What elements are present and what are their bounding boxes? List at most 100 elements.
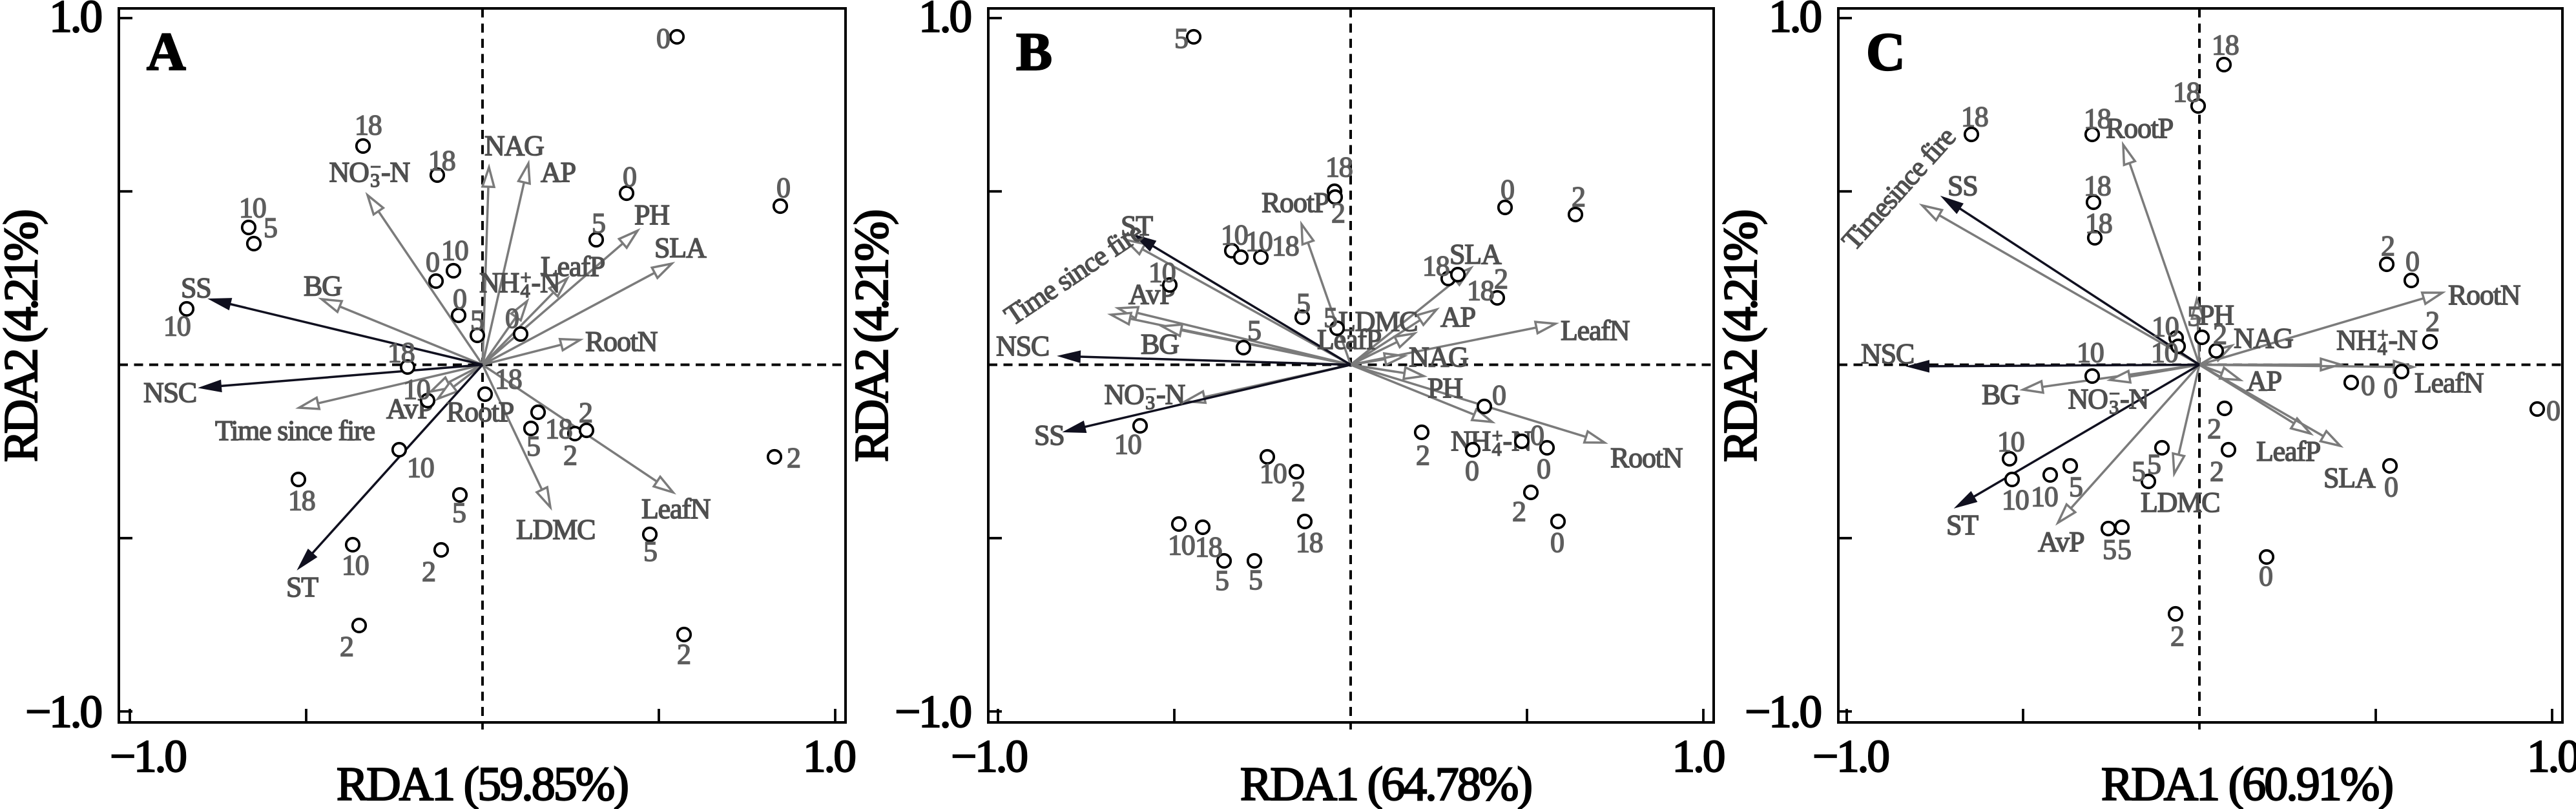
svg-text:5: 5 xyxy=(2117,534,2131,565)
svg-text:0: 0 xyxy=(2384,471,2398,503)
svg-text:18: 18 xyxy=(288,485,315,516)
svg-text:10: 10 xyxy=(2152,311,2179,342)
svg-text:18: 18 xyxy=(2212,29,2239,61)
svg-text:18: 18 xyxy=(545,413,572,445)
svg-text:PH: PH xyxy=(634,199,669,231)
svg-text:NH4+-N: NH4+-N xyxy=(2336,324,2417,359)
svg-text:AvP: AvP xyxy=(2038,526,2084,558)
svg-text:SLA: SLA xyxy=(654,232,707,264)
svg-text:RootN: RootN xyxy=(585,326,658,357)
svg-text:18: 18 xyxy=(1272,230,1299,262)
svg-text:A: A xyxy=(147,22,186,82)
svg-text:1.0: 1.0 xyxy=(2527,731,2576,782)
svg-text:−1.0: −1.0 xyxy=(1813,731,1888,782)
svg-text:10: 10 xyxy=(163,310,191,342)
svg-text:NO3−-N: NO3−-N xyxy=(2068,383,2149,418)
svg-text:2: 2 xyxy=(579,397,592,428)
svg-text:LDMC: LDMC xyxy=(516,514,595,545)
svg-text:1.0: 1.0 xyxy=(803,731,855,782)
svg-text:1.0: 1.0 xyxy=(49,0,101,42)
svg-text:2: 2 xyxy=(677,638,691,670)
svg-text:2: 2 xyxy=(1291,476,1305,507)
svg-text:5: 5 xyxy=(643,536,657,567)
svg-text:2: 2 xyxy=(422,556,435,587)
svg-text:10: 10 xyxy=(1245,226,1272,257)
svg-text:NH4+-N: NH4+-N xyxy=(479,267,560,302)
svg-text:2: 2 xyxy=(1572,181,1585,213)
svg-text:RootN: RootN xyxy=(1610,442,1683,474)
svg-text:NAG: NAG xyxy=(1409,341,1468,373)
svg-text:RDA1 (59.85%): RDA1 (59.85%) xyxy=(337,758,628,809)
svg-text:10: 10 xyxy=(1114,428,1141,460)
svg-text:0: 0 xyxy=(1537,453,1550,485)
svg-text:5: 5 xyxy=(2103,534,2116,565)
svg-text:SS: SS xyxy=(181,272,211,304)
svg-text:0: 0 xyxy=(623,161,636,193)
svg-text:18: 18 xyxy=(1296,527,1323,558)
svg-text:0: 0 xyxy=(505,302,519,334)
svg-text:BG: BG xyxy=(1141,328,1179,360)
svg-text:RDA1 (64.78%): RDA1 (64.78%) xyxy=(1240,758,1532,809)
svg-text:LeafP: LeafP xyxy=(2256,436,2320,467)
svg-text:10: 10 xyxy=(407,452,434,483)
svg-text:ST: ST xyxy=(1121,210,1153,242)
svg-text:10: 10 xyxy=(1997,426,2024,457)
svg-text:NO3−-N: NO3−-N xyxy=(329,156,410,191)
svg-text:SS: SS xyxy=(1948,170,1978,202)
svg-text:5: 5 xyxy=(2187,300,2201,332)
svg-text:18: 18 xyxy=(355,109,382,141)
svg-text:LeafP: LeafP xyxy=(541,251,605,282)
svg-text:1.0: 1.0 xyxy=(1672,731,1724,782)
svg-text:2: 2 xyxy=(2207,413,2221,445)
svg-text:−1.0: −1.0 xyxy=(25,687,101,737)
svg-text:18: 18 xyxy=(2084,170,2111,202)
svg-text:LeafN: LeafN xyxy=(2415,367,2484,399)
svg-text:−1.0: −1.0 xyxy=(1745,687,1820,737)
svg-text:LeafN: LeafN xyxy=(1561,315,1630,346)
svg-text:SLA: SLA xyxy=(2323,462,2376,494)
svg-text:2: 2 xyxy=(1512,496,1526,527)
svg-text:1.0: 1.0 xyxy=(919,0,970,42)
svg-text:5: 5 xyxy=(470,304,484,336)
svg-text:RootP: RootP xyxy=(1262,187,1329,218)
svg-text:SS: SS xyxy=(1034,419,1065,451)
svg-text:0: 0 xyxy=(776,172,790,204)
svg-text:ST: ST xyxy=(1946,509,1979,541)
svg-text:18: 18 xyxy=(1325,151,1353,183)
svg-text:RootP: RootP xyxy=(446,396,514,428)
svg-text:0: 0 xyxy=(1530,419,1544,451)
svg-text:18: 18 xyxy=(2173,76,2200,108)
svg-text:1.0: 1.0 xyxy=(1769,0,1820,42)
svg-text:NO3−-N: NO3−-N xyxy=(1105,379,1185,414)
svg-text:0: 0 xyxy=(1501,174,1514,205)
svg-text:18: 18 xyxy=(495,363,522,395)
svg-text:2: 2 xyxy=(787,442,800,474)
svg-text:10: 10 xyxy=(1148,257,1176,288)
svg-text:5: 5 xyxy=(2069,471,2083,503)
svg-text:AP: AP xyxy=(541,156,576,188)
svg-text:0: 0 xyxy=(453,283,466,315)
svg-text:Time since fire: Time since fire xyxy=(215,415,375,447)
svg-text:B: B xyxy=(1016,22,1052,82)
svg-text:2: 2 xyxy=(1331,197,1345,229)
svg-text:18: 18 xyxy=(1467,275,1494,306)
svg-text:2: 2 xyxy=(2213,319,2227,350)
svg-text:18: 18 xyxy=(1422,250,1449,282)
svg-text:18: 18 xyxy=(428,145,455,176)
svg-text:5: 5 xyxy=(1247,315,1261,346)
svg-text:PH: PH xyxy=(1428,372,1462,404)
svg-text:LeafN: LeafN xyxy=(641,493,711,525)
svg-text:NSC: NSC xyxy=(1861,338,1914,370)
svg-text:0: 0 xyxy=(426,246,439,278)
svg-text:5: 5 xyxy=(1215,565,1229,596)
svg-text:5: 5 xyxy=(2147,448,2161,480)
svg-text:18: 18 xyxy=(2084,103,2111,134)
svg-text:2: 2 xyxy=(2425,306,2439,337)
svg-text:0: 0 xyxy=(1492,379,1506,411)
svg-text:10: 10 xyxy=(1168,529,1195,561)
svg-text:0: 0 xyxy=(1550,527,1564,558)
svg-text:5: 5 xyxy=(264,212,277,244)
svg-text:C: C xyxy=(1866,22,1904,82)
svg-text:0: 0 xyxy=(2405,246,2419,277)
svg-text:RDA1 (60.91%): RDA1 (60.91%) xyxy=(2101,758,2393,809)
